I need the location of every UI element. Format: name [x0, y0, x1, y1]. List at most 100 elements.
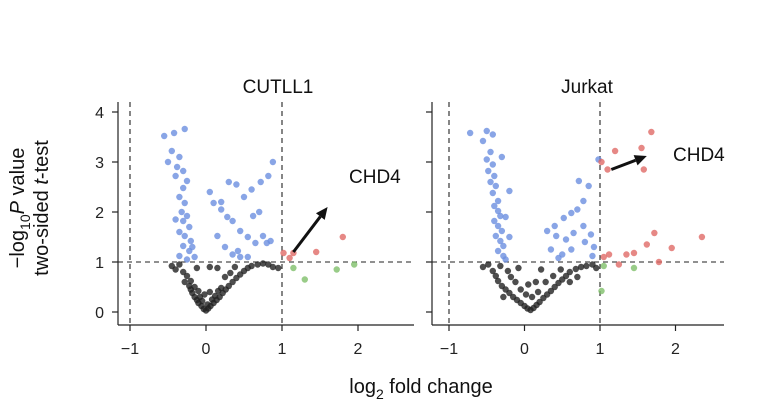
data-point-down: [269, 158, 277, 166]
data-point-down: [466, 129, 474, 137]
x-tick-label: 1: [596, 341, 605, 358]
data-point-ns: [489, 267, 496, 275]
data-point-up: [655, 258, 663, 266]
data-point-ns: [537, 266, 545, 273]
x-tick-label: 1: [278, 341, 287, 358]
data-point-up: [598, 158, 605, 166]
data-point-down: [479, 137, 487, 145]
data-point-down: [562, 236, 570, 243]
data-point-down: [214, 232, 221, 240]
y-axis-title-line2: two-sided t-test: [31, 140, 53, 276]
data-point-down: [186, 223, 193, 231]
data-point-ns: [517, 286, 524, 293]
data-point-ns: [214, 264, 221, 272]
data-point-down: [497, 237, 504, 245]
data-point-ns: [211, 292, 219, 300]
data-point-ns: [542, 278, 549, 286]
data-point-down: [489, 131, 496, 138]
data-point-down: [585, 182, 592, 190]
data-point-down: [267, 237, 274, 245]
data-point-fc-only: [333, 266, 340, 273]
data-point-down: [568, 246, 575, 253]
data-point-down: [172, 216, 179, 223]
data-point-down: [180, 242, 187, 250]
data-point-ns: [221, 273, 229, 281]
data-point-down: [183, 256, 191, 263]
data-point-up: [339, 233, 346, 241]
data-point-down: [187, 237, 194, 245]
data-point-down: [248, 186, 255, 193]
data-point-down: [502, 256, 509, 263]
panel-jurkat: Jurkat −1 0 1 2 CHD4: [426, 77, 725, 358]
data-point-down: [257, 178, 264, 186]
data-point-down: [252, 239, 259, 247]
data-point-ns: [500, 293, 507, 301]
data-point-down: [494, 247, 502, 255]
data-point-down: [189, 243, 196, 251]
data-point-down: [485, 167, 492, 175]
data-point-ns: [532, 278, 540, 286]
data-point-up: [630, 249, 638, 257]
data-point-up: [668, 244, 675, 252]
data-point-ns: [507, 273, 515, 281]
data-point-up: [615, 261, 623, 268]
data-point-ns: [492, 272, 500, 280]
data-point-down: [491, 217, 498, 225]
data-point-down: [173, 163, 181, 171]
data-point-down: [244, 253, 251, 261]
data-point-down: [494, 197, 502, 205]
data-point-ns: [572, 265, 580, 273]
data-point-ns: [180, 268, 187, 276]
data-point-down: [240, 193, 248, 201]
panel-title-jurkat: Jurkat: [561, 77, 613, 98]
data-point-down: [551, 222, 558, 230]
data-point-down: [575, 177, 583, 185]
data-point-down: [224, 213, 231, 221]
data-point-ns: [593, 264, 600, 272]
data-point-down: [589, 252, 596, 260]
data-point-ns: [494, 277, 502, 285]
data-point-up: [640, 166, 647, 173]
data-point-ns: [583, 262, 590, 270]
data-point-ns: [231, 263, 239, 271]
data-point-up: [611, 147, 619, 155]
data-point-down: [221, 243, 229, 251]
data-point-ns: [199, 297, 206, 305]
data-point-down: [218, 206, 225, 213]
data-point-down: [489, 189, 496, 197]
data-point-up: [648, 128, 655, 136]
x-axis-title-sub: 2: [376, 386, 384, 402]
data-point-fc-only: [290, 264, 297, 272]
data-point-ns: [549, 272, 557, 280]
data-point-down: [180, 167, 187, 175]
data-point-ns: [187, 277, 194, 285]
data-point-ns: [557, 266, 564, 273]
data-point-down: [176, 252, 183, 260]
data-point-up: [604, 166, 611, 173]
data-point-ns: [269, 263, 277, 271]
data-point-ns: [536, 298, 543, 306]
panel-title-cutll1: CUTLL1: [243, 77, 314, 98]
data-point-down: [491, 202, 498, 210]
data-point-down: [164, 158, 172, 166]
data-point-ns: [275, 264, 282, 272]
data-point-up: [623, 251, 630, 258]
x-tick-label: −1: [121, 341, 139, 358]
data-point-ns: [176, 261, 183, 268]
data-point-ns: [227, 269, 234, 277]
data-point-up: [286, 254, 293, 262]
annotation-chd4-jurkat: CHD4: [673, 145, 725, 166]
data-point-down: [553, 232, 560, 240]
data-point-ns: [206, 288, 213, 296]
data-point-ns: [528, 293, 536, 301]
data-point-down: [183, 177, 191, 185]
x-tick-label: 0: [202, 341, 211, 358]
data-point-up: [698, 233, 706, 241]
data-point-down: [483, 127, 490, 135]
data-point-down: [181, 232, 188, 240]
y-tick-label: 4: [95, 105, 104, 122]
data-point-down: [265, 172, 272, 180]
x-tick-label: 0: [520, 341, 529, 358]
data-point-ns: [201, 291, 208, 298]
